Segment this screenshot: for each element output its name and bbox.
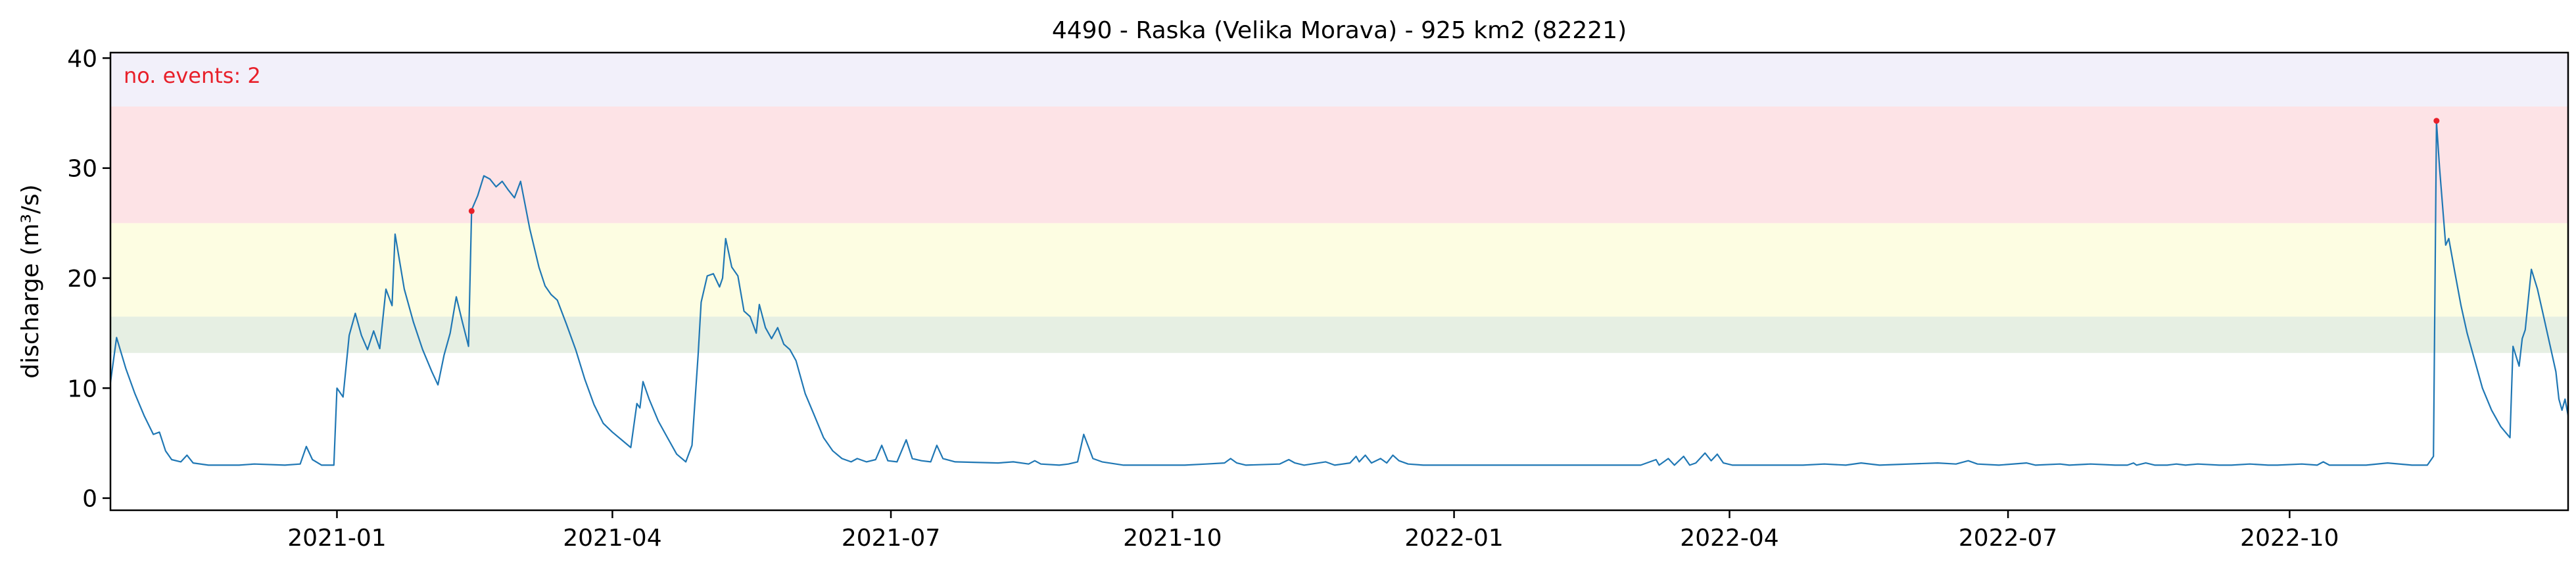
x-tick-label: 2021-04 (563, 525, 661, 552)
chart-title: 4490 - Raska (Velika Morava) - 925 km2 (… (1052, 17, 1627, 44)
x-tick-label: 2021-01 (287, 525, 386, 552)
series-layer (109, 121, 2569, 466)
y-tick-label: 20 (67, 266, 97, 293)
y-tick-label: 0 (82, 486, 97, 513)
event-marker-2 (2433, 118, 2440, 124)
y-axis-ticks: 0 10 20 30 40 (67, 45, 110, 513)
threshold-band-2 (110, 223, 2568, 317)
threshold-bands (110, 53, 2568, 353)
y-tick-label: 10 (67, 375, 97, 402)
event-marker-1 (468, 208, 475, 214)
x-tick-label: 2022-10 (2240, 525, 2339, 552)
x-tick-label: 2022-04 (1680, 525, 1778, 552)
events-count-annotation: no. events: 2 (124, 63, 261, 88)
x-tick-label: 2021-07 (842, 525, 940, 552)
y-tick-label: 30 (67, 156, 97, 183)
threshold-band-3 (110, 106, 2568, 224)
x-tick-label: 2022-07 (1959, 525, 2057, 552)
event-markers (468, 118, 2440, 214)
x-axis-ticks: 2021-01 2021-04 2021-07 2021-10 2022-01 2022-… (287, 510, 2339, 552)
y-tick-label: 40 (67, 45, 97, 72)
y-axis-label: discharge (m³/s) (17, 184, 44, 378)
discharge-line-1 (109, 121, 2569, 466)
x-tick-label: 2022-01 (1404, 525, 1503, 552)
plot-frame (109, 51, 2569, 512)
x-tick-label: 2021-10 (1123, 525, 1222, 552)
threshold-band-4 (110, 53, 2568, 107)
threshold-band-1 (110, 316, 2568, 353)
